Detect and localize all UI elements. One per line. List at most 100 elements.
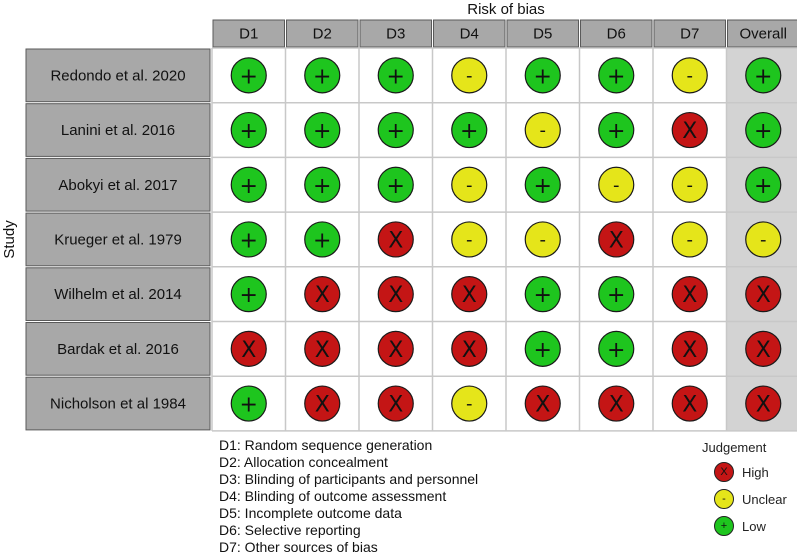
judgement-low-symbol: + [240,228,258,253]
judgement-high-symbol: X [682,119,697,144]
judgement-high-symbol: X [241,338,256,363]
judgement-high-symbol: X [462,338,477,363]
legend-low-dot: + [714,516,734,536]
legend-label: Unclear [742,491,787,507]
domain-definition: D4: Blinding of outcome assessment [219,488,447,504]
judgement-unclear-marker [671,57,708,94]
judgement-low-symbol: + [754,119,772,144]
judgement-low-symbol: + [754,174,772,199]
judgement-high-symbol: X [756,393,771,418]
judgement-high-marker [671,385,708,422]
judgement-low-symbol: + [387,119,405,144]
study-label-cell [25,157,211,212]
judgement-low-symbol: + [313,174,331,199]
column-header-cell [212,19,285,48]
study-label: Bardak et al. 2016 [57,341,179,358]
legend-unclear-dot: - [714,489,734,509]
study-label-cell [25,267,211,321]
judgement-high-symbol: X [462,283,477,308]
judgement-unclear-marker [451,221,488,258]
judgement-low-symbol: + [313,119,331,144]
judgement-low-marker [230,111,267,149]
column-header-cell [433,19,506,48]
judgement-low-symbol: + [534,64,552,89]
judgement-low-symbol: + [240,283,258,308]
domain-definition: D5: Incomplete outcome data [219,505,402,521]
judgement-unclear-symbol: - [540,120,547,141]
chart-title: Risk of bias [467,1,545,18]
legend-item-high: X High [700,462,797,482]
judgement-low-marker [230,221,267,258]
judgement-unclear-marker [524,111,561,149]
judgement-low-marker [377,166,414,203]
judgement-high-symbol: X [682,338,697,363]
judgement-high-marker [745,330,782,367]
judgement-low-symbol: + [607,283,625,308]
judgement-low-symbol: + [240,64,258,89]
column-header-label: D6 [607,26,626,43]
judgement-low-marker [304,166,341,203]
judgement-low-marker [304,111,341,149]
judgement-high-symbol: X [756,283,771,308]
judgement-high-marker [745,385,782,422]
y-axis-label: Study [1,220,18,259]
judgement-low-symbol: + [607,64,625,89]
column-header-label: D1 [239,26,258,43]
judgement-high-symbol: X [535,393,550,418]
judgement-low-marker [524,57,561,94]
study-label-cell [25,376,211,431]
judgement-unclear-symbol: - [687,229,694,250]
judgement-high-symbol: X [609,228,624,253]
column-header-cell [359,19,432,48]
judgement-unclear-marker [671,166,708,203]
domain-definitions: D1: Random sequence generation D2: Alloc… [219,437,478,556]
judgement-high-symbol: X [682,283,697,308]
judgement-low-marker [745,166,782,203]
judgement-unclear-symbol: - [687,175,694,196]
judgement-unclear-symbol: - [466,394,473,415]
legend-high-dot: X [714,462,734,482]
judgement-unclear-marker [451,385,488,422]
judgement-high-symbol: X [388,338,403,363]
judgement-unclear-marker [745,221,782,258]
judgement-unclear-marker [451,166,488,203]
judgement-low-marker [524,276,561,313]
judgement-low-symbol: + [534,338,552,363]
judgement-low-marker [377,57,414,94]
judgement-low-symbol: + [534,174,552,199]
risk-of-bias-chart: Risk of bias Study D1 D2 D3 D4 D5 D6 D7 Overall Re… [1,1,797,432]
judgement-low-marker [598,330,635,367]
study-label-cell [25,48,211,103]
column-header-label: D7 [680,26,699,43]
legend-label: High [742,464,769,480]
judgement-low-symbol: + [754,64,772,89]
judgement-high-marker [598,385,635,422]
study-label: Lanini et al. 2016 [61,122,175,139]
judgement-unclear-marker [671,221,708,258]
judgement-low-symbol: + [387,64,405,89]
judgement-high-marker [377,221,414,258]
judgement-high-marker [377,385,414,422]
judgement-high-symbol: X [315,283,330,308]
judgement-low-marker [230,385,267,422]
judgement-high-marker [671,111,708,149]
judgement-low-symbol: + [534,283,552,308]
judgement-unclear-marker [598,166,635,203]
judgement-high-symbol: X [315,338,330,363]
judgement-unclear-symbol: - [466,65,473,86]
judgement-unclear-marker [524,221,561,258]
judgement-high-marker [451,276,488,313]
legend: Judgement X High - Unclear + Low [700,440,797,536]
judgement-high-symbol: X [388,228,403,253]
judgement-high-symbol: X [388,393,403,418]
judgement-low-marker [598,57,635,94]
judgement-low-symbol: + [240,119,258,144]
study-label: Krueger et al. 1979 [54,231,182,248]
study-label-cell [25,212,211,267]
judgement-low-symbol: + [313,64,331,89]
domain-definition: D7: Other sources of bias [219,539,378,555]
judgement-low-symbol: + [607,338,625,363]
column-header-cell [727,19,797,48]
column-header-label: Overall [739,26,787,43]
column-header-cell [580,19,653,48]
